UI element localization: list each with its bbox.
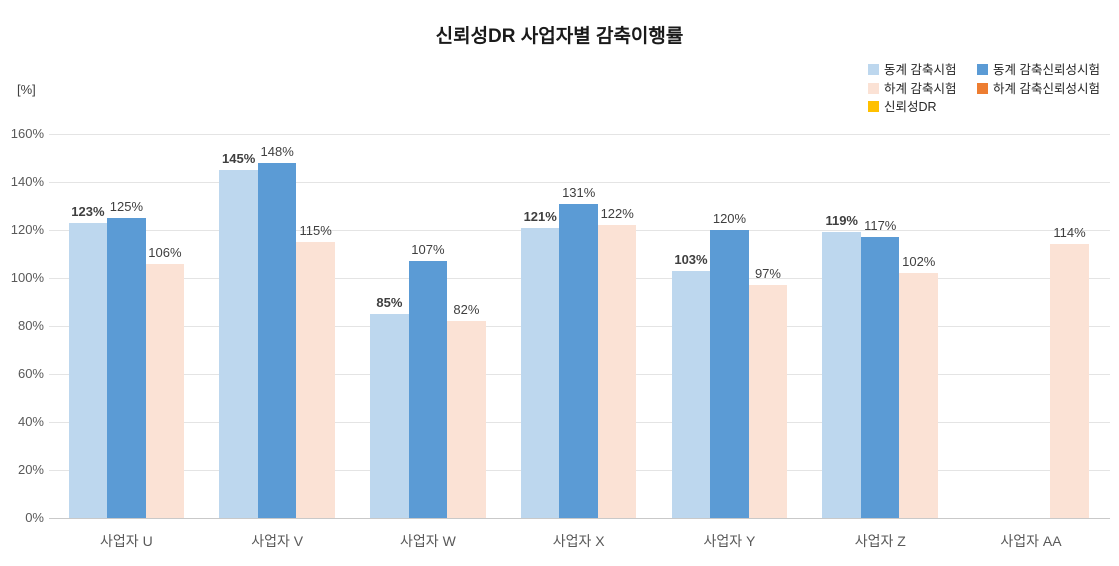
bar-하계 감축시험-사업자 V xyxy=(296,242,335,518)
bar-동계 감축신뢰성시험-사업자 Y xyxy=(710,230,749,518)
bar-value-label: 117% xyxy=(864,218,897,234)
y-axis-tick-label: 20% xyxy=(17,462,44,477)
x-axis-category-label: 사업자 Y xyxy=(703,533,756,549)
x-axis-category-label: 사업자 W xyxy=(400,533,456,549)
bar-하계 감축시험-사업자 X xyxy=(597,225,637,518)
gridline-160 xyxy=(49,134,1110,135)
legend-swatch-icon xyxy=(977,82,988,94)
bar-동계 감축시험-사업자 W xyxy=(370,314,409,518)
y-axis-tick-label: 140% xyxy=(10,174,44,189)
bar-value-label: 103% xyxy=(674,251,708,267)
y-axis-tick-label: 80% xyxy=(17,318,44,333)
bar-하계 감축시험-사업자 Y xyxy=(748,285,788,518)
legend-item-동계 감축시험: 동계 감축시험 xyxy=(868,59,956,78)
bar-value-label: 119% xyxy=(825,213,858,229)
bar-value-label: 114% xyxy=(1053,225,1086,241)
bar-동계 감축시험-사업자 X xyxy=(520,227,560,518)
x-axis-category-label: 사업자 U xyxy=(100,533,153,549)
bar-value-label: 82% xyxy=(453,302,480,318)
bar-value-label: 121% xyxy=(523,208,557,224)
y-axis-tick-label: 60% xyxy=(17,366,44,381)
bar-value-label: 148% xyxy=(260,143,294,159)
bar-value-label: 97% xyxy=(754,266,781,282)
x-axis-category-label: 사업자 V xyxy=(251,533,304,549)
x-axis-category-label: 사업자 X xyxy=(552,533,605,549)
x-axis-category-label: 사업자 Z xyxy=(854,533,906,549)
gridline-140 xyxy=(49,182,1110,183)
legend-swatch-icon xyxy=(868,82,879,94)
bar-value-label: 102% xyxy=(902,254,936,270)
legend-label: 신뢰성DR xyxy=(884,100,937,114)
y-axis-tick-label: 40% xyxy=(17,414,44,429)
y-axis-tick-label: 120% xyxy=(10,222,44,237)
bar-value-label: 106% xyxy=(148,244,182,260)
bar-value-label: 125% xyxy=(109,199,143,214)
bar-value-label: 120% xyxy=(712,211,747,226)
bar-하계 감축시험-사업자 AA xyxy=(1050,244,1089,518)
bar-value-label: 115% xyxy=(299,223,332,238)
legend-label: 하계 감축시험 xyxy=(884,81,957,96)
bar-value-label: 107% xyxy=(411,242,445,258)
bar-동계 감축시험-사업자 U xyxy=(68,222,108,518)
legend-label: 하계 감축신뢰성시험 xyxy=(993,81,1100,96)
y-axis-tick-label: 100% xyxy=(10,270,44,285)
bar-동계 감축신뢰성시험-사업자 W xyxy=(408,261,448,518)
legend-swatch-icon xyxy=(977,64,988,75)
bar-동계 감축시험-사업자 V xyxy=(219,170,258,518)
bar-value-label: 131% xyxy=(562,184,596,200)
legend-item-하계 감축신뢰성시험: 하계 감축신뢰성시험 xyxy=(977,78,1100,97)
legend-item-동계 감축신뢰성시험: 동계 감축신뢰성시험 xyxy=(977,59,1100,78)
y-axis-unit-label: [%] xyxy=(17,82,36,97)
bar-동계 감축신뢰성시험-사업자 V xyxy=(257,162,297,518)
bar-동계 감축시험-사업자 Y xyxy=(671,270,711,518)
legend-item-신뢰성DR: 신뢰성DR xyxy=(868,96,937,115)
gridline-0 xyxy=(49,518,1110,519)
y-axis-tick-label: 0% xyxy=(25,510,44,525)
bar-동계 감축신뢰성시험-사업자 X xyxy=(559,203,598,518)
chart-title: 신뢰성DR 사업자별 감축이행률 xyxy=(435,26,684,47)
bar-value-label: 85% xyxy=(376,295,403,310)
legend-item-하계 감축시험: 하계 감축시험 xyxy=(868,78,956,97)
legend-label: 동계 감축시험 xyxy=(884,63,957,77)
bar-동계 감축시험-사업자 Z xyxy=(822,232,861,518)
bar-하계 감축시험-사업자 U xyxy=(145,263,185,518)
bar-동계 감축신뢰성시험-사업자 U xyxy=(107,218,146,518)
bar-동계 감축신뢰성시험-사업자 Z xyxy=(860,237,900,518)
legend-swatch-icon xyxy=(868,64,879,75)
x-axis-category-label: 사업자 AA xyxy=(1000,533,1062,549)
bar-value-label: 122% xyxy=(600,206,634,222)
bar-하계 감축시험-사업자 Z xyxy=(899,273,938,518)
bar-value-label: 145% xyxy=(222,151,256,166)
legend-label: 동계 감축신뢰성시험 xyxy=(993,63,1100,77)
legend-swatch-icon xyxy=(868,101,879,112)
bar-하계 감축시험-사업자 W xyxy=(447,321,486,518)
bar-value-label: 123% xyxy=(71,203,105,219)
y-axis-tick-label: 160% xyxy=(10,126,44,141)
